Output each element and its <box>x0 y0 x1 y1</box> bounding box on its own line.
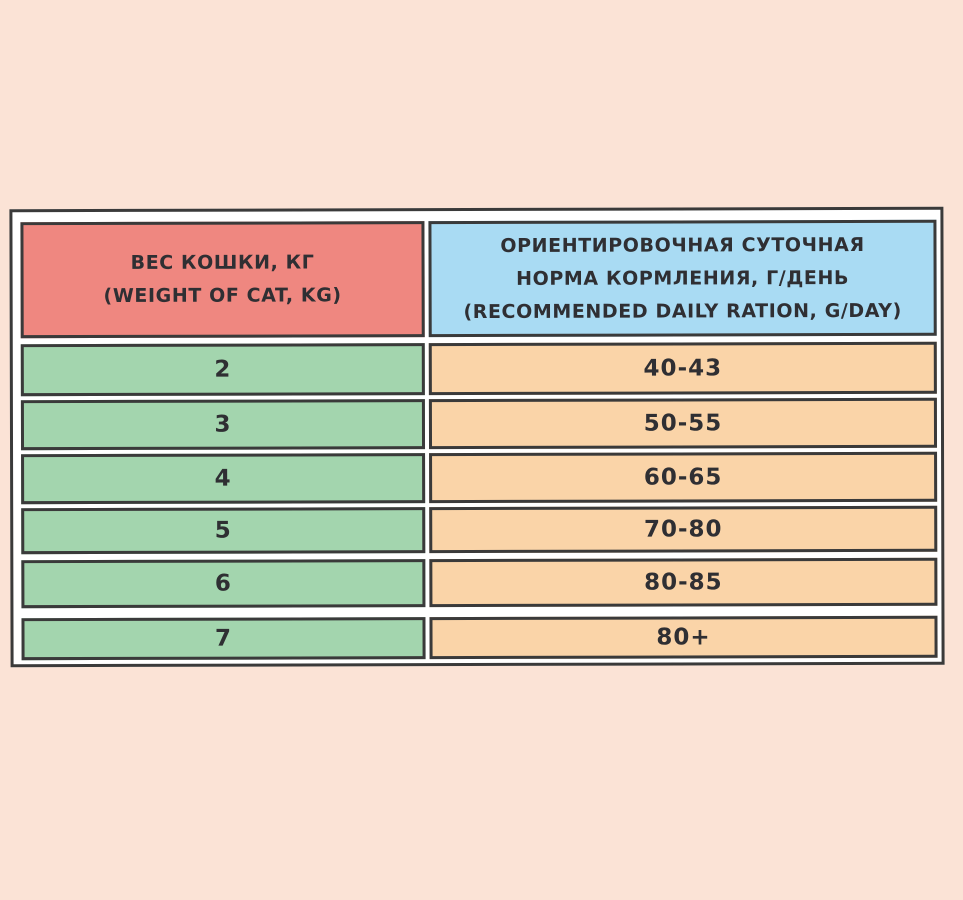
feeding-table: ВЕС КОШКИ, КГ (WEIGHT OF CAT, KG) ОРИЕНТ… <box>9 206 945 668</box>
weight-cell: 3 <box>20 399 426 451</box>
ration-cell: 80-85 <box>429 557 938 608</box>
weight-cell: 6 <box>21 559 426 609</box>
weight-column-header: ВЕС КОШКИ, КГ (WEIGHT OF CAT, KG) <box>20 221 425 339</box>
ration-header-line-en: (RECOMMENDED DAILY RATION, G/DAY) <box>463 299 902 323</box>
weight-header-line-ru: ВЕС КОШКИ, КГ <box>130 251 315 274</box>
weight-cell: 5 <box>21 507 426 555</box>
weight-header-line-en: (WEIGHT OF CAT, KG) <box>103 284 342 307</box>
ration-cell: 70-80 <box>429 505 938 554</box>
weight-cell: 2 <box>20 343 425 397</box>
ration-cell: 50-55 <box>428 397 938 450</box>
ration-cell: 80+ <box>429 615 938 660</box>
ration-cell: 40-43 <box>428 341 937 396</box>
ration-header-line-1: ОРИЕНТИРОВОЧНАЯ СУТОЧНАЯ <box>500 233 865 257</box>
ration-header-line-2: НОРМА КОРМЛЕНИЯ, Г/ДЕНЬ <box>516 266 850 290</box>
ration-column-header: ОРИЕНТИРОВОЧНАЯ СУТОЧНАЯ НОРМА КОРМЛЕНИЯ… <box>428 219 937 338</box>
weight-cell: 7 <box>21 617 426 661</box>
ration-cell: 60-65 <box>429 451 938 504</box>
weight-cell: 4 <box>21 453 426 505</box>
